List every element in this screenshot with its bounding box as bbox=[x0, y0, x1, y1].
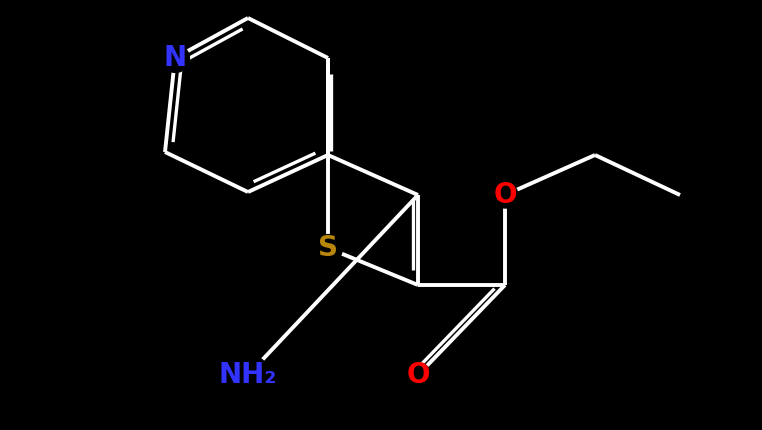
Text: N: N bbox=[163, 44, 187, 72]
Text: S: S bbox=[318, 234, 338, 262]
Text: NH₂: NH₂ bbox=[219, 361, 277, 389]
Text: O: O bbox=[493, 181, 517, 209]
Text: O: O bbox=[406, 361, 430, 389]
